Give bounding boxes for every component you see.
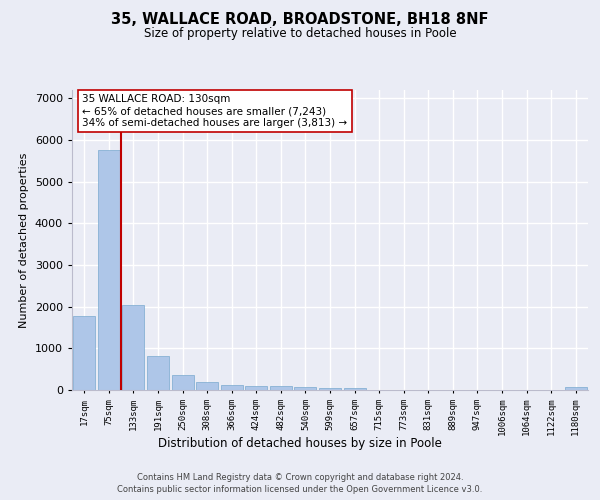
Bar: [98, 150, 120, 390]
Bar: [565, 387, 587, 390]
Text: Contains public sector information licensed under the Open Government Licence v3: Contains public sector information licen…: [118, 485, 482, 494]
Text: 35 WALLACE ROAD: 130sqm
← 65% of detached houses are smaller (7,243)
34% of semi: 35 WALLACE ROAD: 130sqm ← 65% of detache…: [82, 94, 347, 128]
Bar: [245, 386, 268, 390]
Bar: [172, 375, 194, 390]
Bar: [295, 387, 316, 390]
Text: Size of property relative to detached houses in Poole: Size of property relative to detached ho…: [143, 28, 457, 40]
Y-axis label: Number of detached properties: Number of detached properties: [19, 152, 29, 328]
Text: 35, WALLACE ROAD, BROADSTONE, BH18 8NF: 35, WALLACE ROAD, BROADSTONE, BH18 8NF: [111, 12, 489, 28]
Bar: [73, 316, 95, 390]
Bar: [147, 356, 169, 390]
Bar: [344, 388, 365, 390]
Bar: [196, 382, 218, 390]
Text: Distribution of detached houses by size in Poole: Distribution of detached houses by size …: [158, 438, 442, 450]
Bar: [221, 385, 243, 390]
Bar: [319, 388, 341, 390]
Bar: [270, 386, 292, 390]
Bar: [122, 304, 145, 390]
Text: Contains HM Land Registry data © Crown copyright and database right 2024.: Contains HM Land Registry data © Crown c…: [137, 472, 463, 482]
